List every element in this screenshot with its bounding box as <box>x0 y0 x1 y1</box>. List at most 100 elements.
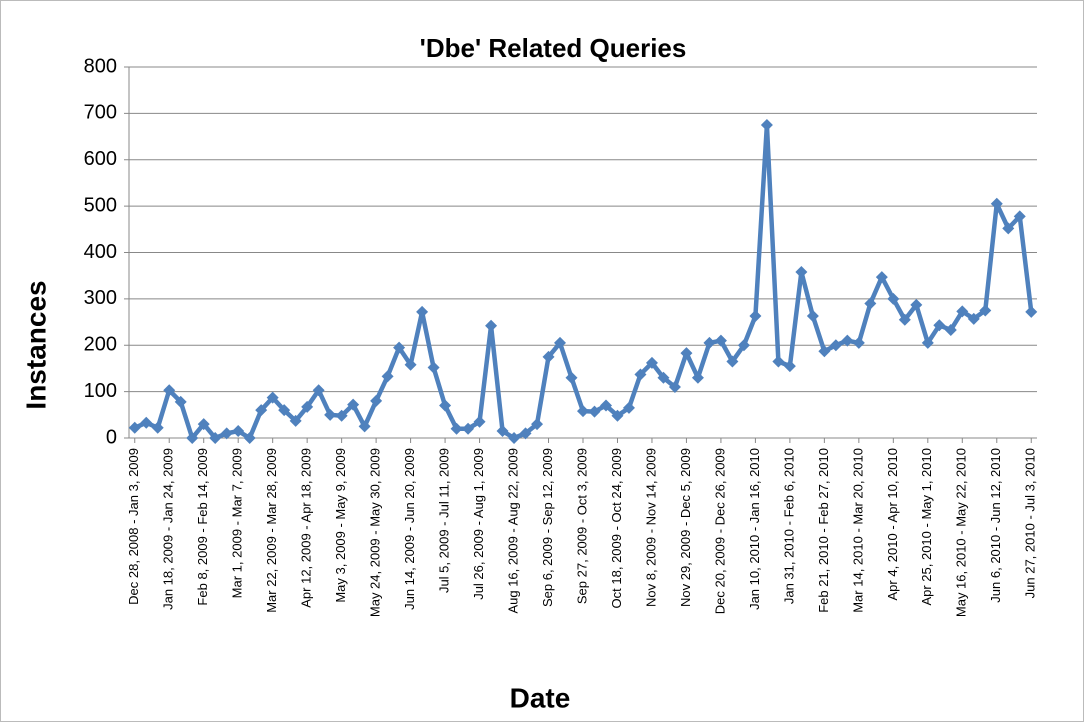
data-point <box>508 432 521 444</box>
data-point <box>668 380 681 393</box>
data-point <box>266 391 279 404</box>
data-point <box>358 420 371 433</box>
x-axis-label: Date <box>510 682 571 713</box>
x-tick-label: Dec 28, 2008 - Jan 3, 2009 <box>126 448 141 605</box>
data-point <box>898 313 911 326</box>
data-point <box>1025 305 1038 318</box>
y-tick-label: 600 <box>84 148 117 170</box>
data-point <box>691 371 704 384</box>
data-point <box>829 339 842 352</box>
x-tick-label: Mar 14, 2010 - Mar 20, 2010 <box>850 448 865 613</box>
y-tick-label: 200 <box>84 334 117 356</box>
x-tick-label: Feb 8, 2009 - Feb 14, 2009 <box>195 448 210 606</box>
data-point <box>611 409 624 422</box>
data-point <box>554 336 567 349</box>
data-point <box>864 297 877 310</box>
x-tick-label: Jun 14, 2009 - Jun 20, 2009 <box>402 448 417 610</box>
data-point <box>680 347 693 360</box>
x-tick-label: Nov 8, 2009 - Nov 14, 2009 <box>643 448 658 607</box>
data-point <box>749 310 762 323</box>
data-point <box>806 310 819 323</box>
data-point <box>542 350 555 363</box>
data-point <box>703 336 716 349</box>
data-point <box>979 304 992 317</box>
data-point <box>944 323 957 336</box>
data-point <box>967 312 980 325</box>
y-axis-label: Instances <box>20 280 51 409</box>
data-point <box>324 408 337 421</box>
data-point <box>1013 210 1026 223</box>
data-point <box>887 292 900 305</box>
data-point <box>450 422 463 435</box>
data-point <box>921 336 934 349</box>
data-point <box>726 355 739 368</box>
x-tick-label: Jul 5, 2009 - Jul 11, 2009 <box>437 448 452 593</box>
data-point <box>852 336 865 349</box>
data-point <box>151 421 164 434</box>
data-point <box>473 415 486 428</box>
y-tick-label: 800 <box>84 55 117 77</box>
data-point <box>439 399 452 412</box>
data-point <box>140 416 153 429</box>
data-point <box>393 341 406 354</box>
data-point <box>519 427 532 440</box>
data-point <box>1002 222 1015 235</box>
data-point <box>209 432 222 444</box>
x-tick-label: Nov 29, 2009 - Dec 5, 2009 <box>678 448 693 607</box>
x-tick-label: Feb 21, 2010 - Feb 27, 2010 <box>816 448 831 613</box>
x-tick-label: Mar 1, 2009 - Mar 7, 2009 <box>230 448 245 598</box>
data-point <box>255 404 268 417</box>
x-tick-label: Jan 31, 2010 - Feb 6, 2010 <box>781 448 796 604</box>
data-point <box>657 371 670 384</box>
data-point <box>496 425 509 438</box>
data-point <box>634 368 647 381</box>
x-tick-label: Jul 26, 2009 - Aug 1, 2009 <box>471 448 486 600</box>
y-tick-label: 300 <box>84 287 117 309</box>
data-point <box>462 422 475 435</box>
x-tick-label: Oct 18, 2009 - Oct 24, 2009 <box>609 448 624 608</box>
x-tick-label: Jun 6, 2010 - Jun 12, 2010 <box>988 448 1003 603</box>
x-tick-label: Sep 27, 2009 - Oct 3, 2009 <box>574 448 589 604</box>
data-point <box>243 432 256 444</box>
data-point <box>933 319 946 332</box>
data-point <box>737 339 750 352</box>
x-tick-label: Aug 16, 2009 - Aug 22, 2009 <box>505 448 520 614</box>
x-tick-label: May 24, 2009 - May 30, 2009 <box>368 448 383 617</box>
data-point <box>783 360 796 373</box>
data-point <box>381 370 394 383</box>
x-tick-label: May 16, 2010 - May 22, 2010 <box>954 448 969 617</box>
data-point <box>714 334 727 347</box>
data-point <box>335 409 348 422</box>
data-point <box>485 319 498 332</box>
data-point <box>427 361 440 374</box>
data-point <box>163 384 176 397</box>
x-tick-label: Jun 27, 2010 - Jul 3, 2010 <box>1023 448 1038 598</box>
data-point <box>197 418 210 431</box>
data-point <box>370 394 383 407</box>
data-point <box>841 334 854 347</box>
data-point <box>416 305 429 318</box>
data-point <box>599 399 612 412</box>
x-tick-label: Dec 20, 2009 - Dec 26, 2009 <box>712 448 727 614</box>
y-tick-label: 500 <box>84 194 117 216</box>
data-point <box>772 355 785 368</box>
data-point <box>312 384 325 397</box>
y-tick-label: 700 <box>84 102 117 124</box>
x-tick-label: Mar 22, 2009 - Mar 28, 2009 <box>264 448 279 613</box>
data-point <box>818 345 831 358</box>
data-point <box>875 271 888 284</box>
data-point <box>531 418 544 431</box>
data-point <box>577 405 589 418</box>
data-point <box>301 400 314 413</box>
y-tick-label: 0 <box>106 426 117 448</box>
data-point <box>565 371 578 384</box>
data-point <box>289 414 302 427</box>
data-point <box>347 398 360 411</box>
data-point <box>174 395 187 408</box>
data-point <box>220 427 233 440</box>
data-point <box>795 265 808 278</box>
chart-title: 'Dbe' Related Queries <box>420 33 687 63</box>
